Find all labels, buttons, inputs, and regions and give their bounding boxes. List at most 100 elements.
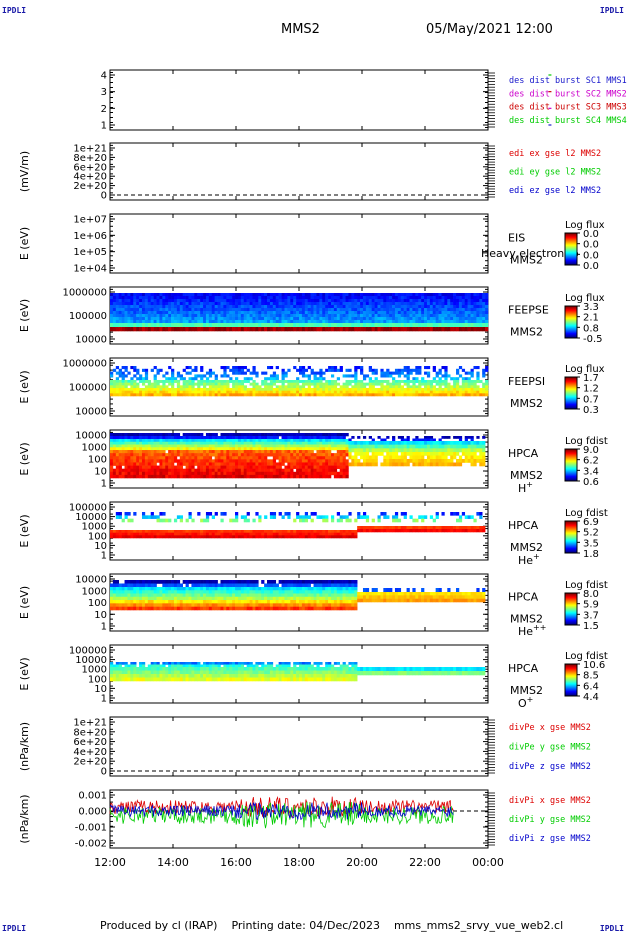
burst-legend-4: des dist burst SC4 MMS4 (509, 116, 627, 126)
feepse-colorbar-title: Log flux (565, 293, 605, 304)
hpca_hepp-colorbar-label: 5.9 (583, 600, 599, 611)
hpca_h-instrument-label: HPCA (508, 447, 539, 460)
x-tick-label: 00:00 (472, 856, 504, 869)
divpi-ylabel: (nPa/km) (18, 794, 31, 843)
hpca_h-colorbar-label: 0.6 (583, 477, 599, 488)
hpca_o-ytick-label: 1 (101, 694, 107, 705)
divpe-ytick-label: 1e+21 (73, 718, 107, 729)
feepsi-spacecraft-label: MMS2 (510, 397, 543, 410)
edi-ytick-label: 0 (101, 191, 107, 202)
hpca_he-ylabel: E (eV) (18, 514, 31, 547)
eis-ytick-label: 1e+04 (73, 264, 107, 275)
burst-ytick-label: 2 (101, 104, 107, 115)
hpca_he-ytick-label: 1 (101, 551, 107, 562)
feepsi-ytick-label: 1000000 (62, 359, 107, 370)
eis-colorbar-label: 0.0 (583, 240, 599, 251)
hpca_hepp-colorbar-title: Log fdist (565, 580, 608, 591)
edi-ytick-label: 2e+20 (73, 181, 107, 192)
divpe-ylabel: (nPa/km) (18, 722, 31, 771)
hpca_h-spectrogram (110, 433, 486, 479)
divpe-legend-2: divPe y gse MMS2 (509, 743, 591, 753)
feepsi-colorbar-label: 0.3 (583, 405, 599, 416)
hpca_o-colorbar (564, 663, 578, 697)
corner-label-tl: IPDLI (2, 6, 27, 15)
divpe-ytick-label: 4e+20 (73, 747, 107, 758)
hpca_hepp-spectrogram (110, 580, 486, 611)
divpi-ytick-label: -0.002 (75, 839, 107, 850)
hpca_h-colorbar-label: 6.2 (583, 456, 599, 467)
hpca_o-ylabel: E (eV) (18, 657, 31, 690)
feepse-colorbar-label: 3.3 (583, 302, 599, 313)
hpca_he-instrument-label: HPCA (508, 519, 539, 532)
hpca_o-instrument-label: HPCA (508, 662, 539, 675)
divpe-ytick-label: 0 (101, 767, 107, 778)
eis-overlay-label: Heavy electron to (481, 247, 579, 260)
divpi-legend-3: divPi z gse MMS2 (509, 834, 591, 844)
divpe-ytick-label: 6e+20 (73, 737, 107, 748)
feepse-ytick-label: 100000 (69, 311, 107, 322)
hpca_hepp-ytick-label: 10000 (75, 575, 107, 586)
feepsi-ytick-label: 100000 (69, 383, 107, 394)
corner-label-tr: IPDLI (599, 6, 624, 15)
edi-legend-2: edi ey gse l2 MMS2 (509, 168, 601, 178)
hpca_hepp-species-label: He++ (518, 623, 546, 638)
hpca_h-colorbar (564, 448, 578, 482)
feepse-colorbar-label: 0.8 (583, 323, 599, 334)
hpca_hepp-ylabel: E (eV) (18, 586, 31, 619)
hpca_he-colorbar-title: Log fdist (565, 508, 608, 519)
hpca_hepp-colorbar-label: 3.7 (583, 610, 599, 621)
eis-colorbar (564, 232, 578, 266)
hpca_o-colorbar-label: 10.6 (583, 660, 605, 671)
burst-ytick-label: 4 (101, 71, 107, 82)
x-tick-label: 12:00 (94, 856, 126, 869)
edi-frame (109, 142, 489, 201)
hpca_hepp-colorbar-label: 8.0 (583, 589, 599, 600)
burst-frame (109, 69, 489, 131)
feepsi-colorbar-label: 1.2 (583, 384, 599, 395)
edi-ytick-label: 4e+20 (73, 172, 107, 183)
hpca_he-colorbar-label: 3.5 (583, 538, 599, 549)
hpca_hepp-instrument-label: HPCA (508, 591, 539, 604)
hpca_h-colorbar-label: 9.0 (583, 445, 599, 456)
feepsi-ytick-label: 10000 (75, 407, 107, 418)
hpca_h-colorbar-title: Log fdist (565, 436, 608, 447)
hpca_o-ytick-label: 10 (94, 684, 107, 695)
x-tick-label: 20:00 (346, 856, 378, 869)
hpca_he-spectrogram (110, 512, 486, 539)
hpca_hepp-spacecraft-label: MMS2 (510, 613, 543, 626)
eis-ylabel: E (eV) (18, 227, 31, 260)
burst-legend-3: des dist burst SC3 MMS3 (509, 103, 627, 113)
eis-instrument-label: EIS (508, 232, 525, 245)
x-tick-label: 16:00 (220, 856, 252, 869)
hpca_he-spacecraft-label: MMS2 (510, 541, 543, 554)
x-tick-label: 22:00 (409, 856, 441, 869)
hpca_he-ytick-label: 10000 (75, 512, 107, 523)
hpca_h-ytick-label: 10 (94, 467, 107, 478)
hpca_h-ytick-label: 100 (88, 455, 107, 466)
hpca_hepp-ytick-label: 10 (94, 610, 107, 621)
hpca_he-ytick-label: 100 (88, 531, 107, 542)
hpca_o-ytick-label: 10000 (75, 655, 107, 666)
divpe-frame (109, 716, 489, 777)
divpe-legend-1: divPe x gse MMS2 (509, 723, 591, 733)
feepse-colorbar-label: 2.1 (583, 313, 599, 324)
eis-colorbar-title: Log flux (565, 220, 605, 231)
feepse-ytick-label: 10000 (75, 335, 107, 346)
hpca_h-ylabel: E (eV) (18, 442, 31, 475)
hpca_hepp-colorbar-label: 1.5 (583, 621, 599, 632)
hpca_he-colorbar (564, 520, 578, 554)
divpi-legend-2: divPi y gse MMS2 (509, 815, 591, 825)
hpca_o-colorbar-label: 6.4 (583, 681, 599, 692)
edi-ylabel: (mV/m) (18, 151, 31, 192)
eis-colorbar-label: 0.0 (583, 229, 599, 240)
hpca_he-colorbar-label: 5.2 (583, 528, 599, 539)
hpca_h-ytick-label: 1000 (82, 443, 107, 454)
feepse-ytick-label: 1000000 (62, 288, 107, 299)
edi-legend-3: edi ez gse l2 MMS2 (509, 186, 601, 196)
x-tick-label: 18:00 (283, 856, 315, 869)
hpca_he-colorbar-label: 6.9 (583, 517, 599, 528)
corner-label-br: IPDLI (599, 924, 624, 933)
hpca_he-species-label: He+ (518, 552, 540, 567)
feepsi-colorbar-label: 1.7 (583, 373, 599, 384)
